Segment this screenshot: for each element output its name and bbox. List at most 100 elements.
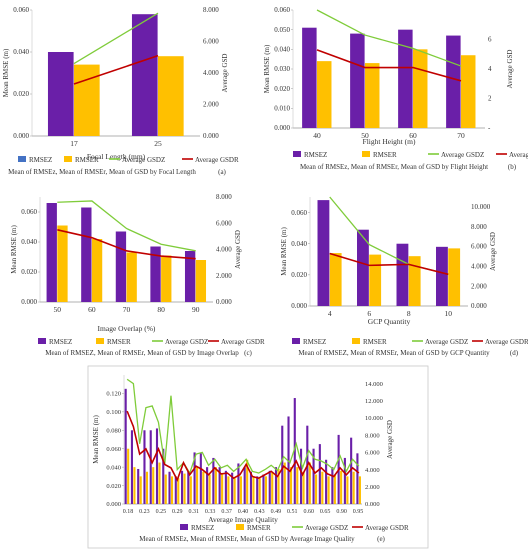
legend-label: Average GSDR — [195, 156, 239, 164]
bar-rmsez — [331, 467, 334, 504]
bar-rmser — [315, 474, 318, 504]
bar-rmsez — [212, 457, 215, 504]
bar-rmser — [177, 478, 180, 504]
x-tick-label: 0.65 — [320, 509, 331, 515]
bar-rmser — [264, 476, 268, 504]
bar-rmsez — [155, 428, 159, 504]
x-tick-label: 70 — [457, 131, 465, 140]
y-tick-label: 0.060 — [21, 208, 37, 216]
bar-rmser — [333, 474, 336, 504]
x-axis-title: Focal Length (mm) — [87, 152, 146, 161]
bar-rmsez — [249, 471, 252, 504]
bar-rmser — [133, 467, 136, 504]
bar-rmsez — [299, 448, 303, 504]
legend-swatch — [293, 151, 301, 157]
x-tick-label: 25 — [154, 139, 162, 148]
bar-rmsez — [149, 430, 152, 504]
bar-rmsez — [256, 476, 259, 504]
legend-item: RMSEZ — [180, 524, 214, 532]
x-tick-label: 0.37 — [221, 509, 232, 515]
y-axis-title: Mean RMSE (m) — [92, 415, 100, 464]
x-axis-title: Image Overlap (%) — [98, 324, 156, 333]
y2-tick-label: 10.000 — [365, 415, 383, 422]
line-average-gsdr — [57, 229, 196, 260]
legend-item: RMSER — [352, 338, 387, 346]
legend-swatch — [96, 338, 104, 344]
legend-item: RMSEZ — [18, 156, 52, 164]
bar-rmser — [289, 467, 293, 504]
line-average-gsdr — [329, 252, 449, 276]
y2-axis-title: Average GSD — [489, 232, 497, 271]
bar-rmser — [329, 253, 342, 306]
y-tick-label: 0.040 — [274, 46, 290, 54]
x-tick-label: 0.18 — [123, 509, 134, 515]
bar-rmsez — [262, 474, 265, 504]
bar-rmsez — [350, 437, 353, 504]
legend-item: RMSER — [96, 338, 131, 346]
y2-tick-label: 6 — [488, 36, 492, 44]
line-average-gsdr — [316, 49, 462, 82]
x-tick-label: 0.23 — [139, 509, 150, 515]
legend-label: RMSER — [373, 151, 397, 159]
legend-item: RMSER — [362, 151, 397, 159]
bar-rmser — [164, 474, 167, 504]
y-tick-label: 0.000 — [21, 298, 37, 306]
bar-rmsez — [143, 430, 146, 504]
bar-rmsez — [268, 470, 271, 504]
legend-swatch — [292, 338, 300, 344]
bar-rmsez — [237, 463, 240, 504]
x-tick-label: 70 — [123, 305, 131, 314]
y2-tick-label: 6.000 — [203, 38, 219, 46]
bar-rmsez — [130, 430, 133, 504]
x-tick-label: 0.51 — [287, 509, 298, 515]
line-average-gsdz — [329, 196, 449, 275]
y2-tick-label: 0.000 — [471, 302, 487, 310]
y-tick-label: 0.100 — [106, 409, 121, 416]
x-tick-label: 0.29 — [172, 509, 183, 515]
legend-item: Average GSDZ — [109, 156, 165, 164]
bar-rmser — [214, 467, 217, 504]
y2-tick-label: 4.000 — [471, 263, 487, 271]
bar-rmsez — [193, 452, 196, 504]
bar-rmsez — [312, 448, 315, 504]
x-axis-title: Average Image Quality — [208, 515, 278, 524]
bar-rmsez — [231, 472, 234, 504]
bar-rmsez — [287, 416, 290, 504]
y-tick-label: 0.000 — [291, 302, 307, 310]
chart-panel-e: 0.000 0.020 0.040 0.060 0.080 0.100 0.120 0.000… — [92, 375, 409, 543]
y2-tick-label: 6.000 — [471, 243, 487, 251]
y-tick-label: 0.060 — [291, 209, 307, 217]
y-tick-label: 0.080 — [106, 427, 121, 434]
bar-rmser — [202, 471, 205, 504]
bar-rmsez — [124, 388, 127, 504]
legend-label: Average GSDR — [509, 151, 528, 159]
bar-rmser — [126, 252, 137, 302]
x-tick-label: 17 — [70, 139, 78, 148]
legend-label: RMSEZ — [29, 156, 52, 164]
y-tick-label: 0.020 — [13, 90, 29, 98]
x-tick-label: 0.25 — [156, 509, 167, 515]
bar-rmser — [57, 225, 68, 302]
x-tick-label: 6 — [367, 309, 371, 318]
chart-caption: Mean of RMSEZ, Mean of RMSEr, Mean of GS… — [45, 349, 239, 357]
bar-rmser — [358, 476, 361, 504]
y-axis-title: Mean RMSE (m) — [280, 227, 288, 276]
y-tick-label: 0.060 — [13, 6, 29, 14]
chart-panel-b: 0.000 0.010 0.020 0.030 0.040 0.050 0.060 - 2 4 6 4… — [263, 6, 528, 171]
bar-rmsez — [317, 200, 330, 306]
y2-tick-label: 4 — [488, 65, 492, 73]
bar-rmsez — [281, 425, 284, 504]
bar-rmser — [308, 462, 311, 504]
legend-swatch — [362, 151, 370, 157]
bar-rmser — [413, 49, 428, 129]
bar-rmsez — [168, 471, 171, 504]
x-tick-label: 90 — [192, 305, 200, 314]
y2-tick-label: 6.000 — [216, 219, 232, 227]
legend-swatch — [18, 156, 26, 162]
legend-item: Average GSDZ — [292, 524, 348, 532]
legend-label: RMSER — [75, 156, 99, 164]
y-tick-label: 0.120 — [106, 391, 121, 398]
x-tick-label: 60 — [409, 131, 417, 140]
bar-rmsez — [115, 231, 127, 302]
bar-rmser — [196, 467, 199, 504]
